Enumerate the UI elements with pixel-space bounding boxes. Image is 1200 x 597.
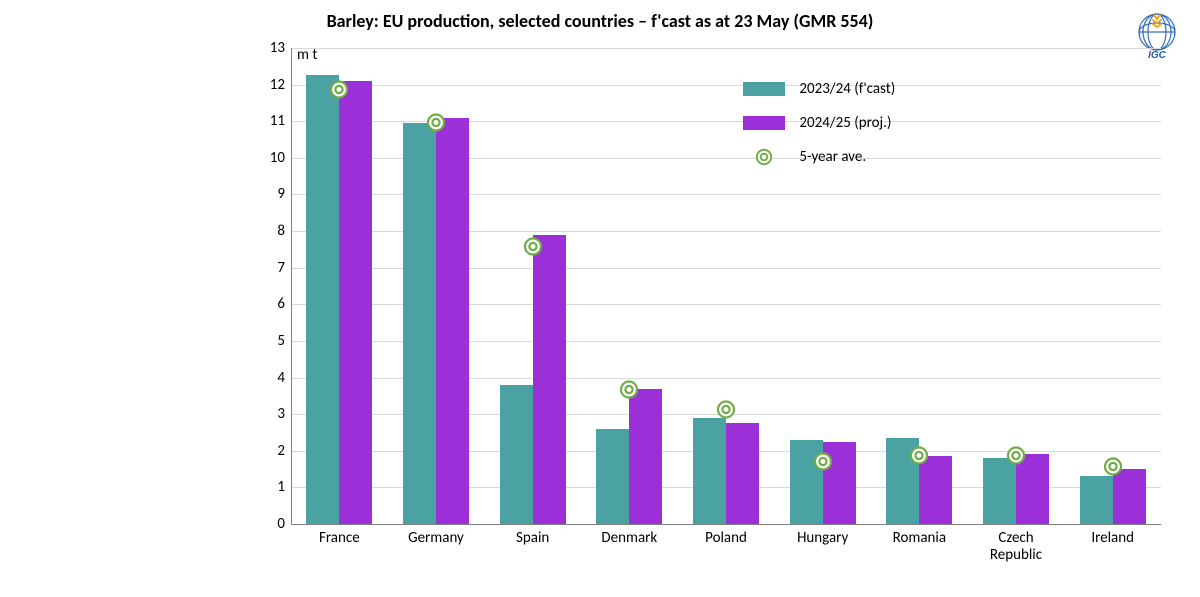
x-tick-label: Ireland — [1067, 530, 1159, 547]
chart-title: Barley: EU production, selected countrie… — [0, 10, 1200, 32]
y-tick-label: 0 — [255, 515, 285, 533]
gridline — [291, 48, 1161, 49]
marker-5yr-ave — [1006, 446, 1026, 471]
y-axis-line — [291, 48, 292, 524]
bar-s2 — [533, 235, 566, 524]
y-tick-label: 4 — [255, 369, 285, 387]
y-tick-label: 13 — [255, 39, 285, 57]
legend-item: 2024/25 (proj.) — [743, 106, 895, 140]
marker-5yr-ave — [426, 112, 446, 137]
x-axis-line — [291, 524, 1161, 525]
x-tick-label: Hungary — [777, 530, 869, 547]
y-tick-label: 1 — [255, 478, 285, 496]
legend-swatch — [743, 82, 785, 96]
gridline — [291, 85, 1161, 86]
x-tick-label: Denmark — [583, 530, 675, 547]
marker-5yr-ave — [813, 451, 833, 476]
legend-marker-icon — [743, 148, 785, 166]
y-tick-label: 7 — [255, 259, 285, 277]
bar-s1 — [596, 429, 629, 524]
legend-swatch — [743, 116, 785, 130]
legend-item: 2023/24 (f'cast) — [743, 72, 895, 106]
y-tick-label: 10 — [255, 149, 285, 167]
bar-s1 — [693, 418, 726, 524]
y-unit-label: m t — [297, 46, 317, 64]
marker-5yr-ave — [909, 446, 929, 471]
bar-s2 — [629, 389, 662, 524]
marker-5yr-ave — [619, 380, 639, 405]
x-tick-label: CzechRepublic — [970, 530, 1062, 565]
y-tick-label: 6 — [255, 295, 285, 313]
y-tick-label: 8 — [255, 222, 285, 240]
y-tick-label: 2 — [255, 442, 285, 460]
marker-5yr-ave — [329, 79, 349, 104]
x-tick-label: Poland — [680, 530, 772, 547]
legend: 2023/24 (f'cast) 2024/25 (proj.) 5-year av… — [743, 72, 895, 174]
bar-s2 — [436, 118, 469, 524]
y-tick-label: 12 — [255, 76, 285, 94]
bar-s1 — [1080, 476, 1113, 524]
bar-s1 — [403, 123, 436, 524]
bar-s1 — [500, 385, 533, 524]
marker-5yr-ave — [716, 400, 736, 425]
bar-s2 — [339, 81, 372, 524]
bar-s1 — [306, 75, 339, 524]
x-tick-label: Spain — [487, 530, 579, 547]
marker-5yr-ave — [1103, 457, 1123, 482]
plot-area: 012345678910111213m tFranceGermanySpainD… — [291, 48, 1161, 524]
x-tick-label: Romania — [873, 530, 965, 547]
y-tick-label: 5 — [255, 332, 285, 350]
x-tick-label: Germany — [390, 530, 482, 547]
legend-label: 2024/25 (proj.) — [799, 114, 891, 132]
bar-s2 — [726, 423, 759, 524]
gridline — [291, 121, 1161, 122]
y-tick-label: 3 — [255, 405, 285, 423]
legend-label: 2023/24 (f'cast) — [799, 80, 895, 98]
y-tick-label: 11 — [255, 112, 285, 130]
legend-item: 5-year ave. — [743, 140, 895, 174]
marker-5yr-ave — [523, 237, 543, 262]
y-tick-label: 9 — [255, 185, 285, 203]
x-tick-label: France — [293, 530, 385, 547]
legend-label: 5-year ave. — [799, 148, 866, 166]
